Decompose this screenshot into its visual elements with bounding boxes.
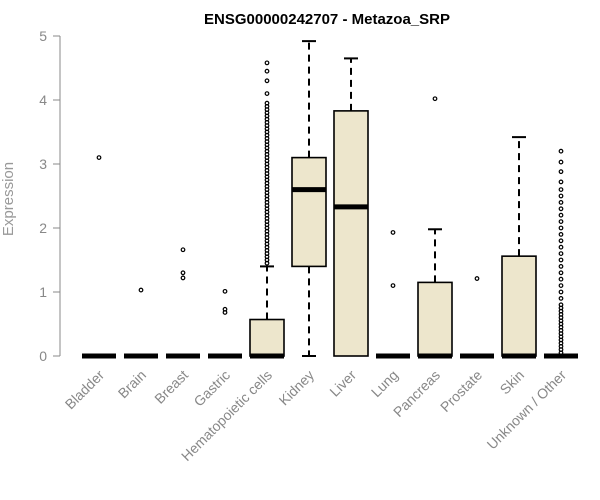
y-tick-label: 2 — [39, 220, 47, 236]
box-lung — [376, 230, 410, 359]
outlier-point — [558, 238, 564, 244]
outlier-point — [558, 302, 564, 308]
chart-title: ENSG00000242707 - Metazoa_SRP — [204, 11, 450, 28]
outlier-point — [558, 187, 564, 193]
outlier-point — [222, 288, 228, 294]
box-brain — [124, 287, 158, 359]
outlier-point — [558, 270, 564, 276]
box-gastric — [208, 288, 242, 359]
x-tick-label: Brain — [115, 367, 149, 401]
outlier-point — [264, 68, 270, 74]
box-prostate — [460, 276, 494, 359]
box-bladder — [82, 155, 116, 359]
outlier-point — [558, 193, 564, 199]
outlier-point — [138, 287, 144, 293]
y-tick-label: 3 — [39, 156, 47, 172]
outlier-point — [264, 91, 270, 96]
y-tick-label: 1 — [39, 284, 47, 300]
outlier-point — [558, 199, 564, 205]
outlier-point — [558, 264, 564, 269]
outlier-point — [264, 78, 270, 84]
box-liver — [333, 57, 369, 357]
x-tick-label: Prostate — [437, 367, 485, 415]
outlier-point — [558, 212, 564, 218]
outlier-point — [558, 169, 564, 175]
outlier-point — [474, 276, 480, 281]
box-breast — [166, 247, 200, 359]
y-axis: 0 1 2 3 4 5 — [39, 28, 61, 364]
outlier-point — [558, 296, 564, 301]
x-tick-label: Skin — [497, 367, 528, 398]
plot-area — [82, 40, 578, 359]
box-body — [291, 156, 327, 268]
x-tick-label: Bladder — [62, 367, 108, 413]
x-tick-label: Kidney — [276, 367, 318, 409]
x-tick-label: Liver — [326, 367, 359, 400]
outlier-point — [264, 100, 270, 106]
box-body — [333, 110, 369, 357]
outlier-point — [558, 219, 564, 225]
outlier-point — [558, 244, 564, 250]
box-kidney — [291, 40, 327, 357]
y-tick-label: 0 — [39, 348, 47, 364]
outlier-point — [558, 251, 564, 257]
outlier-point — [180, 247, 186, 253]
outlier-point — [558, 148, 564, 154]
outlier-point — [558, 159, 564, 165]
outlier-point — [558, 206, 564, 212]
box-skin — [501, 136, 537, 359]
box-body — [501, 255, 537, 357]
box-hematopoietic-cells — [249, 60, 285, 359]
outlier-point — [558, 289, 564, 295]
y-tick-label: 5 — [39, 28, 47, 44]
outlier-point — [558, 179, 564, 185]
x-tick-label: Breast — [151, 367, 191, 407]
outlier-point — [390, 230, 396, 235]
y-tick-label: 4 — [39, 92, 47, 108]
outlier-point — [180, 275, 186, 281]
y-axis-label: Expression — [0, 162, 17, 236]
box-body — [249, 318, 285, 357]
outlier-point — [558, 257, 564, 263]
outlier-point — [264, 60, 270, 66]
outlier-point — [180, 270, 186, 276]
box-pancreas — [417, 96, 453, 359]
outlier-point — [432, 96, 438, 102]
outlier-point — [558, 283, 564, 289]
x-tick-label: Lung — [368, 367, 401, 400]
outlier-point — [558, 225, 564, 231]
outlier-point — [222, 306, 228, 312]
x-tick-label: Pancreas — [390, 367, 443, 420]
box-unknown-other — [544, 148, 578, 359]
outlier-point — [558, 231, 564, 237]
x-tick-label: Unknown / Other — [484, 367, 570, 453]
outlier-point — [96, 155, 102, 161]
outlier-point — [390, 283, 396, 289]
box-body — [417, 281, 453, 357]
outlier-point — [558, 276, 564, 282]
